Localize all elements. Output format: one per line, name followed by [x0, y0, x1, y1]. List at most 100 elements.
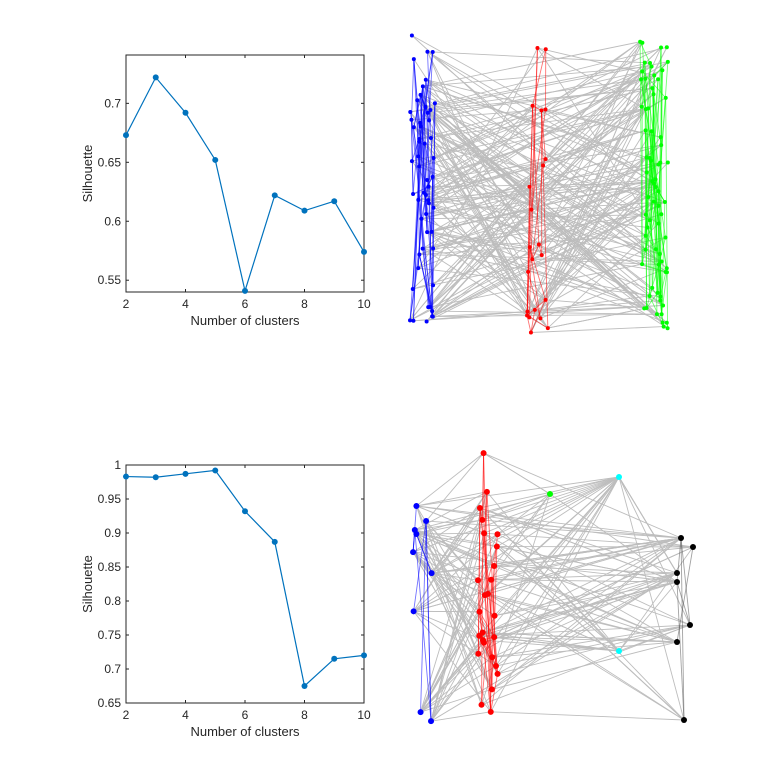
edge: [491, 579, 678, 583]
node-blue: [416, 197, 421, 202]
node-green: [640, 69, 645, 74]
edge: [490, 711, 685, 721]
edge: [432, 93, 654, 286]
edge: [414, 529, 678, 643]
intra-edge-green: [658, 237, 666, 265]
data-point: [331, 655, 338, 662]
node-green: [656, 162, 661, 167]
node-green: [664, 45, 669, 50]
intra-edge-blue: [423, 109, 431, 193]
node-blue: [426, 198, 431, 203]
data-point: [182, 109, 189, 116]
intra-edge-blue: [413, 520, 427, 612]
node-green: [654, 312, 659, 317]
node-blue: [417, 139, 422, 144]
intra-edge-blue: [432, 103, 436, 286]
node-green: [651, 92, 656, 97]
node-blue: [431, 283, 436, 288]
node-red: [475, 577, 482, 584]
intra-edge-blue: [418, 254, 433, 312]
edge: [426, 231, 546, 301]
node-blue: [431, 155, 436, 160]
node-blue: [418, 124, 423, 129]
edge: [425, 79, 533, 107]
intra-edge-black: [676, 546, 694, 643]
edge: [412, 507, 481, 553]
edge: [430, 653, 479, 722]
node-blue: [431, 205, 436, 210]
node-green: [665, 326, 670, 331]
edge: [433, 105, 533, 209]
intra-edge-blue: [424, 143, 428, 233]
edge: [494, 565, 678, 574]
intra-edge-green: [653, 75, 655, 95]
node-blue: [427, 118, 432, 123]
edge: [539, 130, 652, 319]
intra-edge-green: [644, 78, 659, 165]
data-point: [242, 508, 248, 515]
edge: [487, 476, 620, 595]
data-point: [301, 683, 308, 689]
data-point: [123, 132, 129, 139]
node-red: [494, 531, 501, 538]
intra-edge-blue: [420, 157, 434, 219]
intra-edge-green: [647, 131, 653, 228]
edge: [416, 505, 485, 534]
node-green: [650, 179, 655, 184]
node-red: [475, 650, 482, 657]
edge: [537, 47, 655, 76]
edge: [426, 186, 530, 322]
node-red: [488, 686, 495, 693]
edge: [428, 129, 646, 201]
node-green: [650, 285, 655, 290]
edge: [418, 178, 656, 201]
edge: [496, 476, 620, 547]
intra-edge-blue: [424, 143, 434, 178]
x-tick-label: 8: [301, 297, 308, 311]
y-tick-label: 0.7: [104, 662, 121, 676]
node-green: [656, 189, 661, 194]
intra-edge-red: [481, 453, 485, 705]
node-blue: [430, 50, 435, 55]
edge: [530, 62, 646, 333]
edge: [431, 537, 682, 574]
node-red: [493, 543, 500, 550]
node-red: [491, 634, 498, 641]
data-point: [271, 192, 278, 199]
edge: [411, 35, 546, 110]
node-blue: [427, 305, 432, 310]
edge: [479, 507, 678, 583]
node-blue: [428, 718, 435, 725]
node-green: [658, 135, 663, 140]
node-blue: [426, 201, 431, 206]
intra-edge-blue: [414, 529, 432, 722]
node-blue: [430, 174, 435, 179]
node-black: [687, 622, 693, 628]
edge: [418, 129, 646, 201]
edge: [482, 581, 678, 633]
intra-edge-red: [493, 546, 498, 638]
node-blue: [431, 246, 436, 251]
node-green: [647, 293, 652, 298]
node-black: [690, 544, 696, 550]
edge: [483, 532, 678, 643]
x-tick-label: 6: [242, 708, 249, 722]
edge: [497, 533, 691, 626]
node-green: [650, 86, 655, 91]
node-green: [639, 104, 644, 109]
node-blue: [428, 570, 435, 577]
edge: [540, 267, 667, 319]
edge: [483, 452, 551, 495]
node-red: [530, 257, 535, 262]
edge: [431, 178, 656, 233]
node-blue: [423, 77, 428, 82]
node-green: [659, 45, 664, 50]
node-green: [661, 303, 666, 308]
intra-edge-red: [526, 299, 546, 316]
edge: [482, 476, 620, 521]
edge: [482, 632, 620, 652]
silhouette-chart-1: 2 4 6 8 10 0.55 0.6 0.65 0.7 Number of clusters Si…: [80, 54, 371, 328]
y-tick-label: 0.8: [104, 594, 121, 608]
edge: [496, 546, 685, 721]
edge: [427, 51, 651, 64]
